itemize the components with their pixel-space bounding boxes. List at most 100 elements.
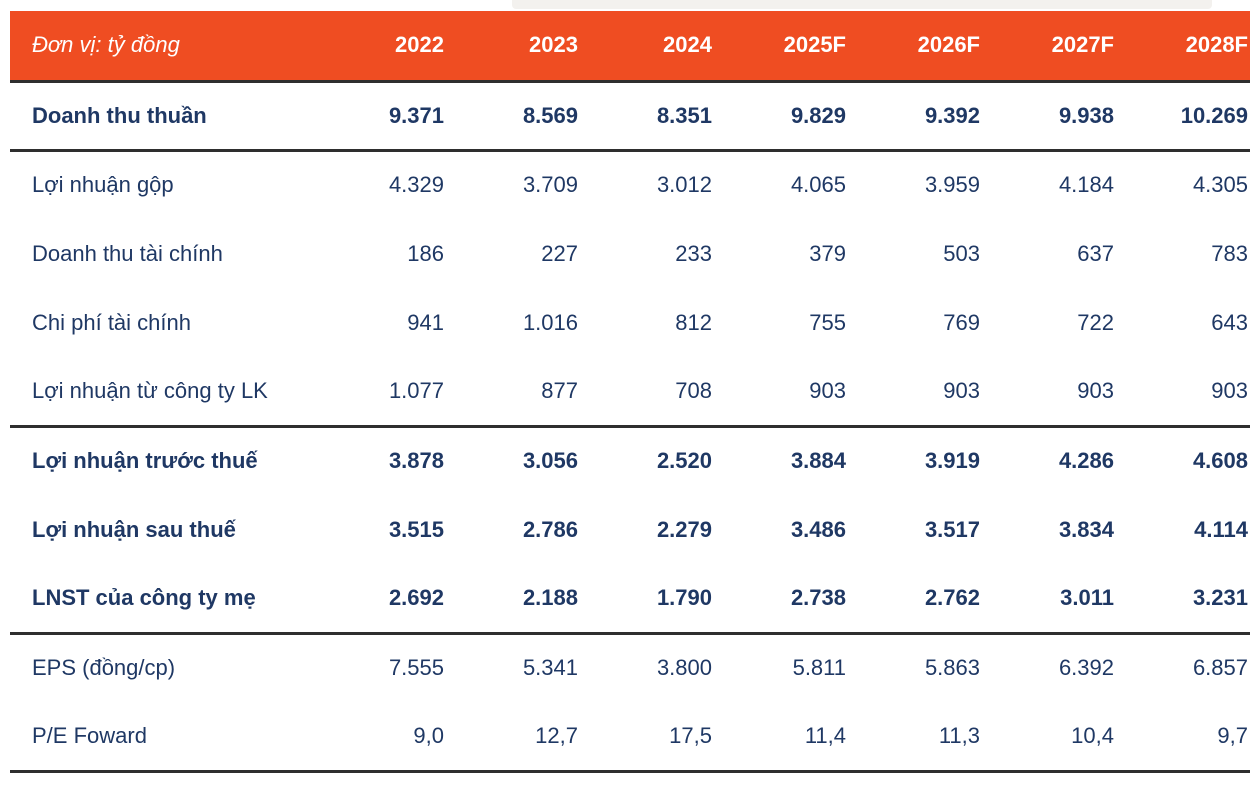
cell-value: 503 <box>943 240 980 266</box>
cell-value: 3.884 <box>790 448 846 474</box>
cell-value: 5.811 <box>792 655 846 681</box>
cell-value: 9.938 <box>982 81 1116 152</box>
cell-value: 637 <box>1077 240 1114 266</box>
cell-value: 903 <box>1116 357 1250 428</box>
financial-forecast-table: Đơn vị: tỷ đồng 2022 2023 2024 2025F 202… <box>10 11 1250 773</box>
cell-value: 2.520 <box>656 448 712 474</box>
cell-value: 941 <box>407 309 444 335</box>
column-header-2023: 2023 <box>446 11 580 83</box>
column-header-2024: 2024 <box>580 11 714 83</box>
cell-value: 10.269 <box>1116 81 1250 152</box>
row-label: Lợi nhuận từ công ty LK <box>10 357 312 428</box>
table-row-eps: EPS (đồng/cp) 7.555 5.341 3.800 5.811 5.… <box>10 633 1250 702</box>
cell-value: 3.515 <box>388 516 444 542</box>
cell-value: 2.762 <box>848 564 982 635</box>
cell-value: 3.517 <box>924 516 980 542</box>
cell-value: 3.709 <box>522 172 578 198</box>
cell-value: 877 <box>446 357 580 428</box>
cell-value: 903 <box>982 357 1116 428</box>
cell-value: 4.184 <box>1058 172 1114 198</box>
cell-value: 3.056 <box>522 448 578 474</box>
unit-label: Đơn vị: tỷ đồng <box>10 11 312 83</box>
cell-value: 783 <box>1211 240 1248 266</box>
cell-value: 8.569 <box>446 81 580 152</box>
financial-table-container: Đơn vị: tỷ đồng 2022 2023 2024 2025F 202… <box>10 11 1250 773</box>
cell-value: 2.692 <box>312 564 446 635</box>
row-label: EPS (đồng/cp) <box>32 655 176 681</box>
table-row-profit-after-tax: Lợi nhuận sau thuế 3.515 2.786 2.279 3.4… <box>10 495 1250 564</box>
cell-value: 2.188 <box>446 564 580 635</box>
cell-value: 2.279 <box>656 516 712 542</box>
table-row-financial-expense: Chi phí tài chính 941 1.016 812 755 769 … <box>10 288 1250 357</box>
table-row-pe-forward: P/E Foward 9,0 12,7 17,5 11,4 11,3 10,4 … <box>10 702 1250 773</box>
cell-value: 5.863 <box>924 655 980 681</box>
table-row-net-revenue: Doanh thu thuần 9.371 8.569 8.351 9.829 … <box>10 81 1250 152</box>
cell-value: 12,7 <box>446 702 580 773</box>
cell-value: 3.878 <box>388 448 444 474</box>
cell-value: 3.959 <box>924 172 980 198</box>
cell-value: 17,5 <box>580 702 714 773</box>
cell-value: 812 <box>675 309 712 335</box>
column-header-2022: 2022 <box>312 11 446 83</box>
cell-value: 2.738 <box>714 564 848 635</box>
cell-value: 722 <box>1077 309 1114 335</box>
cell-value: 379 <box>809 240 846 266</box>
cropped-element-shadow <box>512 0 1212 9</box>
cell-value: 755 <box>809 309 846 335</box>
cell-value: 7.555 <box>388 655 444 681</box>
cell-value: 769 <box>943 309 980 335</box>
cell-value: 6.857 <box>1192 655 1248 681</box>
cell-value: 3.011 <box>982 564 1116 635</box>
cell-value: 10,4 <box>982 702 1116 773</box>
column-header-2026f: 2026F <box>848 11 982 83</box>
cell-value: 5.341 <box>522 655 578 681</box>
table-header-row: Đơn vị: tỷ đồng 2022 2023 2024 2025F 202… <box>10 11 1250 83</box>
cell-value: 3.834 <box>1058 516 1114 542</box>
cell-value: 6.392 <box>1058 655 1114 681</box>
cell-value: 9.392 <box>848 81 982 152</box>
row-label: Lợi nhuận gộp <box>32 172 174 198</box>
cell-value: 233 <box>675 240 712 266</box>
column-header-2027f: 2027F <box>982 11 1116 83</box>
cell-value: 3.486 <box>790 516 846 542</box>
row-label: Chi phí tài chính <box>32 309 191 335</box>
cell-value: 4.305 <box>1192 172 1248 198</box>
cell-value: 4.329 <box>388 172 444 198</box>
cell-value: 9.829 <box>714 81 848 152</box>
table-row-financial-income: Doanh thu tài chính 186 227 233 379 503 … <box>10 219 1250 288</box>
cell-value: 903 <box>848 357 982 428</box>
table-row-parent-npat: LNST của công ty mẹ 2.692 2.188 1.790 2.… <box>10 564 1250 635</box>
row-label: P/E Foward <box>10 702 312 773</box>
cell-value: 3.012 <box>656 172 712 198</box>
cell-value: 11,3 <box>848 702 982 773</box>
cell-value: 3.800 <box>656 655 712 681</box>
column-header-2028f: 2028F <box>1116 11 1250 83</box>
cell-value: 1.790 <box>580 564 714 635</box>
cell-value: 9,7 <box>1116 702 1250 773</box>
row-label: Doanh thu tài chính <box>32 240 223 266</box>
cell-value: 4.114 <box>1194 516 1248 542</box>
cell-value: 11,4 <box>714 702 848 773</box>
cell-value: 4.065 <box>790 172 846 198</box>
cell-value: 8.351 <box>580 81 714 152</box>
cell-value: 643 <box>1211 309 1248 335</box>
row-label: Doanh thu thuần <box>10 81 312 152</box>
table-row-profit-before-tax: Lợi nhuận trước thuế 3.878 3.056 2.520 3… <box>10 426 1250 495</box>
cell-value: 708 <box>580 357 714 428</box>
cell-value: 4.286 <box>1058 448 1114 474</box>
cell-value: 1.077 <box>312 357 446 428</box>
cell-value: 4.608 <box>1192 448 1248 474</box>
cell-value: 903 <box>714 357 848 428</box>
row-label: Lợi nhuận sau thuế <box>32 516 236 542</box>
table-row-gross-profit: Lợi nhuận gộp 4.329 3.709 3.012 4.065 3.… <box>10 150 1250 219</box>
row-label: LNST của công ty mẹ <box>10 564 312 635</box>
row-label: Lợi nhuận trước thuế <box>32 448 258 474</box>
cell-value: 1.016 <box>522 309 578 335</box>
cell-value: 9,0 <box>312 702 446 773</box>
cell-value: 227 <box>541 240 578 266</box>
cell-value: 2.786 <box>522 516 578 542</box>
cell-value: 186 <box>407 240 444 266</box>
cell-value: 9.371 <box>312 81 446 152</box>
cell-value: 3.231 <box>1116 564 1250 635</box>
